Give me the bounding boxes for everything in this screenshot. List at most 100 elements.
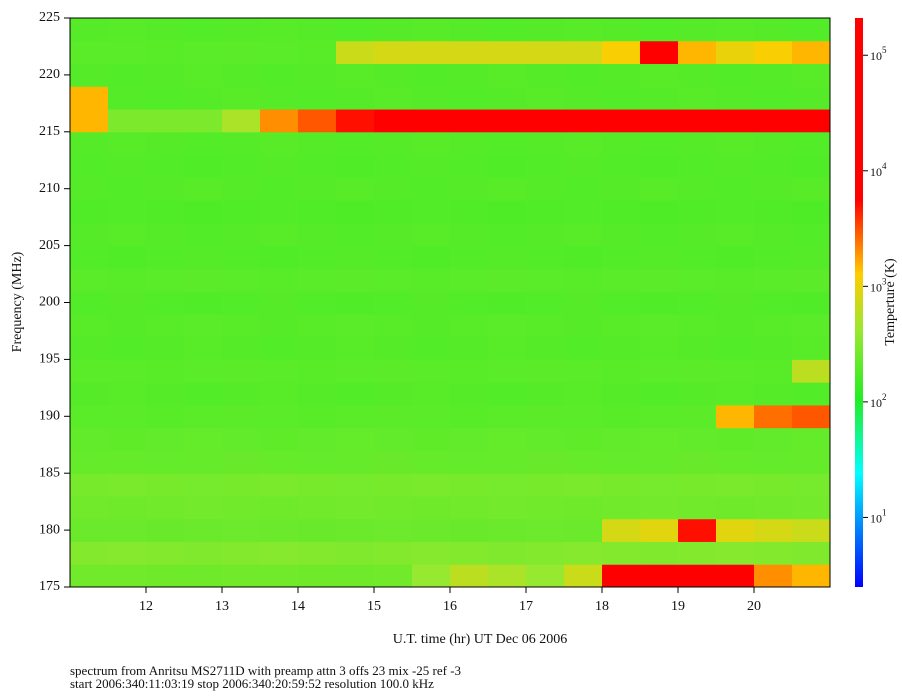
heatmap-cell xyxy=(488,177,527,201)
heatmap-cell xyxy=(70,313,109,338)
heatmap-cell xyxy=(564,450,603,474)
heatmap-cell xyxy=(602,404,641,429)
heatmap-cell xyxy=(640,541,679,565)
heatmap-cell xyxy=(754,336,793,360)
heatmap-cell xyxy=(374,313,413,338)
heatmap-cell xyxy=(260,291,299,315)
heatmap-cell xyxy=(792,268,831,292)
heatmap-cell xyxy=(70,450,109,474)
x-axis-label: U.T. time (hr) UT Dec 06 2006 xyxy=(393,632,567,647)
heatmap-cell xyxy=(298,63,337,87)
heatmap-cell xyxy=(146,382,185,406)
heatmap-cell xyxy=(108,450,147,474)
heatmap-cell xyxy=(146,177,185,201)
heatmap-cell xyxy=(754,404,793,429)
heatmap-cell xyxy=(640,131,679,156)
heatmap-cell xyxy=(412,336,451,360)
heatmap-cell xyxy=(374,109,413,133)
heatmap-cell xyxy=(260,109,299,133)
heatmap-cell xyxy=(336,268,375,292)
heatmap-cell xyxy=(184,200,223,224)
heatmap-cell xyxy=(222,404,261,429)
heatmap-cell xyxy=(716,268,755,292)
heatmap-cell xyxy=(716,359,755,383)
heatmap-cell xyxy=(754,40,793,65)
heatmap-cell xyxy=(678,245,717,269)
heatmap-cell xyxy=(450,245,489,269)
heatmap-cell xyxy=(70,177,109,201)
heatmap-cell xyxy=(298,109,337,133)
heatmap-cell xyxy=(488,450,527,474)
heatmap-cell xyxy=(184,518,223,542)
heatmap-cell xyxy=(716,18,755,42)
heatmap-cell xyxy=(602,40,641,65)
heatmap-cell xyxy=(70,63,109,87)
heatmap-cell xyxy=(146,86,185,110)
heatmap-cell xyxy=(374,268,413,292)
heatmap-cell xyxy=(602,336,641,360)
heatmap-cell xyxy=(412,222,451,247)
heatmap-cell xyxy=(222,564,261,588)
heatmap-cell xyxy=(184,154,223,178)
heatmap-cell xyxy=(412,450,451,474)
heatmap-cell xyxy=(450,564,489,588)
heatmap-cell xyxy=(184,177,223,201)
heatmap-cell xyxy=(336,86,375,110)
heatmap-cell xyxy=(146,473,185,497)
colorbar-tick-exponent: 4 xyxy=(882,161,887,171)
heatmap-cell xyxy=(336,382,375,406)
heatmap-cell xyxy=(640,268,679,292)
heatmap-cell xyxy=(678,495,717,520)
heatmap-cell xyxy=(222,177,261,201)
heatmap-cell xyxy=(678,382,717,406)
heatmap-cell xyxy=(754,177,793,201)
heatmap-cell xyxy=(70,495,109,520)
heatmap-cell xyxy=(412,291,451,315)
heatmap-cell xyxy=(488,63,527,87)
heatmap-cell xyxy=(678,564,717,588)
heatmap-cell xyxy=(260,473,299,497)
heatmap-cell xyxy=(716,63,755,87)
heatmap-cell xyxy=(146,131,185,156)
heatmap-cell xyxy=(716,564,755,588)
heatmap-cell xyxy=(640,495,679,520)
heatmap-cell xyxy=(222,63,261,87)
heatmap-cell xyxy=(602,291,641,315)
heatmap-cell xyxy=(412,40,451,65)
heatmap-cell xyxy=(602,131,641,156)
heatmap-cell xyxy=(298,177,337,201)
heatmap-cell xyxy=(678,154,717,178)
y-tick-label: 195 xyxy=(39,352,60,367)
heatmap-cell xyxy=(412,541,451,565)
heatmap-cell xyxy=(70,109,109,133)
heatmap-cell xyxy=(754,564,793,588)
heatmap-cell xyxy=(640,40,679,65)
heatmap-cell xyxy=(640,427,679,451)
heatmap-cell xyxy=(716,200,755,224)
heatmap-cell xyxy=(298,154,337,178)
heatmap-cell xyxy=(374,154,413,178)
heatmap-cell xyxy=(108,86,147,110)
heatmap-cell xyxy=(184,18,223,42)
heatmap-cell xyxy=(754,268,793,292)
heatmap-cell xyxy=(640,382,679,406)
heatmap-cell xyxy=(260,404,299,429)
heatmap-cell xyxy=(70,154,109,178)
heatmap-cell xyxy=(222,518,261,542)
heatmap-cell xyxy=(298,200,337,224)
heatmap-cell xyxy=(526,291,565,315)
heatmap-cell xyxy=(678,200,717,224)
heatmap-cell xyxy=(488,18,527,42)
heatmap-cell xyxy=(222,200,261,224)
heatmap-cell xyxy=(70,336,109,360)
heatmap-cell xyxy=(412,473,451,497)
heatmap-cell xyxy=(146,291,185,315)
heatmap-cell xyxy=(336,245,375,269)
heatmap-cell xyxy=(450,336,489,360)
heatmap-cell xyxy=(792,427,831,451)
heatmap-cell xyxy=(564,245,603,269)
heatmap-cell xyxy=(146,222,185,247)
heatmap-cell xyxy=(108,63,147,87)
heatmap-cell xyxy=(374,518,413,542)
